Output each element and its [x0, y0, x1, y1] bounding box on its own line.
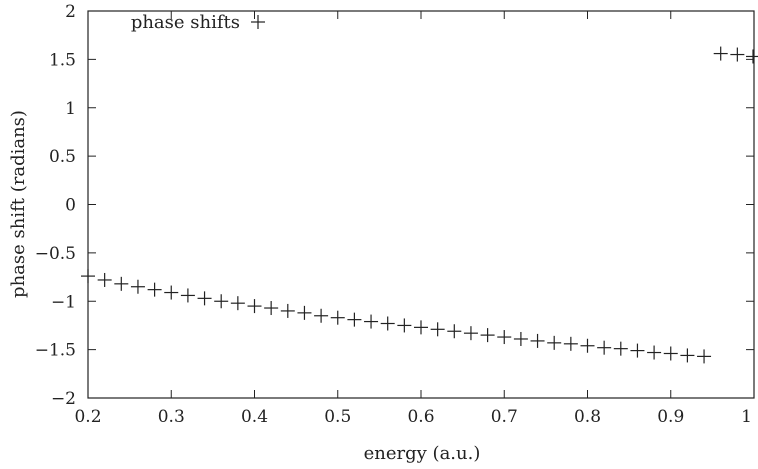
plot-area	[87, 10, 755, 399]
data-point	[447, 324, 462, 339]
data-point	[463, 326, 478, 341]
data-point	[347, 312, 362, 327]
x-tick-label: 1	[741, 407, 752, 427]
y-axis-ticks: −2 −1.5 −1 −0.5 0 0.5 1 1.5 2	[35, 2, 754, 409]
x-tick-label: 0.4	[241, 407, 268, 427]
data-point	[247, 299, 262, 314]
data-point	[280, 303, 295, 318]
data-point	[480, 328, 495, 343]
x-tick-label: 0.7	[491, 407, 518, 427]
data-point	[297, 305, 312, 320]
legend-label: phase shifts	[131, 12, 240, 33]
y-tick-label: 1	[65, 99, 76, 119]
x-tick-label: 0.5	[324, 407, 351, 427]
data-point	[630, 343, 645, 358]
x-tick-label: 0.3	[158, 407, 185, 427]
data-point	[497, 330, 512, 345]
data-point	[414, 320, 428, 335]
data-point	[563, 336, 578, 351]
data-point	[97, 272, 112, 287]
data-point	[114, 276, 129, 291]
data-point	[197, 291, 212, 306]
data-point	[147, 282, 162, 297]
y-tick-label: −1.5	[35, 341, 76, 361]
data-point	[430, 322, 445, 337]
data-point	[663, 346, 678, 361]
y-axis-title: phase shift (radians)	[8, 110, 29, 298]
x-axis-title: energy (a.u.)	[364, 443, 481, 464]
data-point	[730, 47, 745, 62]
plot-frame	[87, 10, 755, 399]
x-tick-label: 0.2	[74, 407, 101, 427]
y-tick-label: 0.5	[49, 147, 76, 167]
data-point	[597, 340, 612, 355]
data-point	[713, 46, 728, 61]
x-axis-ticks: 0.2 0.3 0.4 0.5 0.6 0.7 0.8 0.9 1	[74, 11, 755, 427]
data-point	[380, 316, 395, 331]
legend: phase shifts	[131, 12, 265, 33]
x-tick-label: 0.8	[574, 407, 601, 427]
y-tick-label: 2	[65, 2, 76, 22]
legend-marker	[251, 15, 265, 29]
data-point	[130, 279, 145, 294]
legend-plus-marker	[251, 15, 265, 29]
data-point	[397, 318, 412, 333]
data-point	[647, 345, 662, 360]
data-point	[230, 296, 245, 311]
y-tick-label: 0	[65, 196, 76, 216]
data-point	[613, 341, 628, 356]
data-point	[81, 269, 95, 284]
data-point	[746, 49, 758, 64]
data-point	[513, 331, 528, 346]
data-markers	[81, 46, 758, 364]
y-tick-label: 1.5	[49, 50, 76, 70]
data-point	[547, 335, 562, 350]
data-point	[264, 301, 279, 316]
data-point	[680, 348, 695, 363]
data-point	[214, 294, 229, 309]
data-point	[530, 333, 545, 348]
data-point	[364, 314, 379, 329]
y-tick-label: −0.5	[35, 244, 76, 264]
y-tick-label: −2	[51, 389, 76, 409]
x-tick-label: 0.6	[407, 407, 434, 427]
data-point	[580, 338, 595, 353]
y-tick-label: −1	[51, 292, 76, 312]
data-point	[164, 285, 179, 300]
data-point	[697, 349, 712, 364]
data-point	[180, 288, 195, 303]
x-tick-label: 0.9	[657, 407, 684, 427]
data-point	[314, 308, 329, 323]
data-point	[330, 310, 345, 325]
